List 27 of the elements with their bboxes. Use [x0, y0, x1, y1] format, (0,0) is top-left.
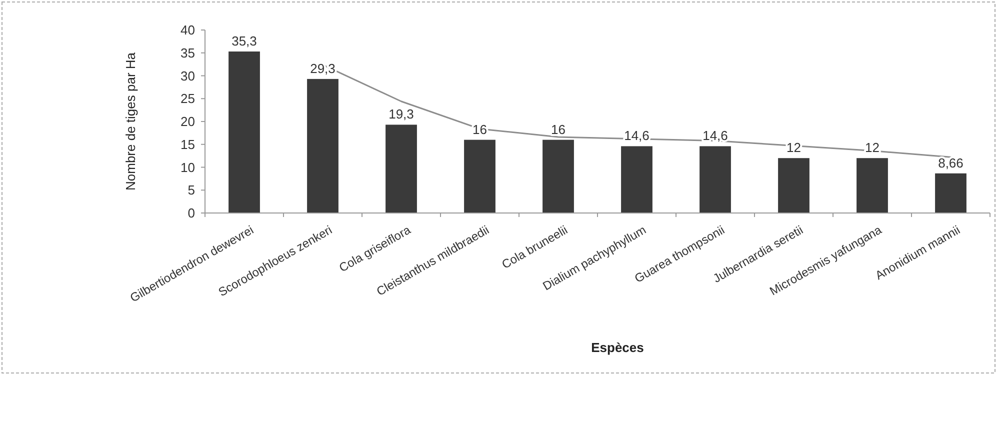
bar: [621, 146, 652, 213]
data-label: 8,66: [938, 155, 964, 170]
data-label: 19,3: [388, 106, 414, 122]
data-label: 35,3: [232, 34, 257, 48]
y-tick-label: 0: [188, 206, 195, 221]
data-label: 29,3: [310, 60, 336, 76]
bar: [307, 78, 338, 213]
y-tick-label: 40: [180, 22, 195, 38]
y-tick-label: 25: [180, 91, 195, 106]
bar: [856, 158, 888, 213]
y-tick-label: 15: [180, 136, 195, 152]
bar: [228, 52, 260, 213]
bar: [700, 146, 731, 213]
x-axis-title: Espèces: [591, 340, 644, 355]
bar: [464, 140, 496, 213]
bar: [542, 140, 574, 213]
data-label: 14,6: [702, 128, 728, 144]
bar: [935, 173, 966, 213]
data-label: 16: [551, 122, 566, 137]
y-tick-label: 10: [180, 160, 195, 175]
y-tick-label: 20: [180, 114, 195, 130]
bar: [386, 124, 417, 213]
y-tick-label: 30: [180, 68, 195, 84]
y-axis-title: Nombre de tiges par Ha: [123, 52, 138, 191]
bar: [778, 158, 810, 213]
y-tick-label: 5: [188, 182, 195, 198]
y-tick-label: 35: [180, 45, 195, 60]
